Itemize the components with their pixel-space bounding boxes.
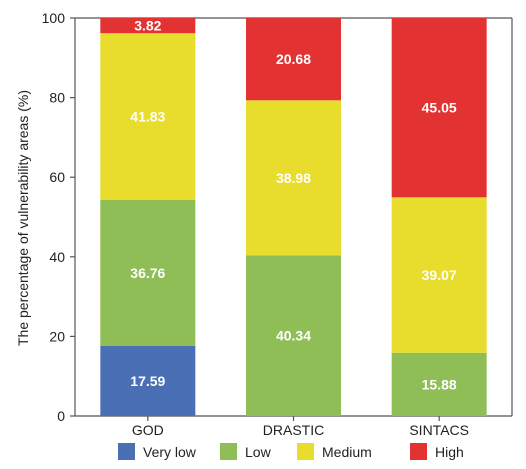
data-label: 15.88 bbox=[422, 376, 457, 392]
y-tick-label: 20 bbox=[49, 328, 65, 344]
y-tick-label: 40 bbox=[49, 249, 65, 265]
legend-swatch bbox=[118, 443, 135, 460]
legend-swatch bbox=[297, 443, 314, 460]
x-category-label: GOD bbox=[132, 422, 164, 438]
y-axis-title: The percentage of vulnerability areas (%… bbox=[15, 90, 31, 346]
bar-high bbox=[391, 18, 487, 198]
bar-very-low bbox=[100, 345, 196, 416]
bars-group: 17.59 36.76 41.83 3.82 40.34 38.98 20.68 15.88 3… bbox=[100, 18, 487, 416]
bar-high bbox=[246, 18, 341, 101]
legend-label: Low bbox=[245, 444, 272, 460]
x-category-label: SINTACS bbox=[409, 422, 469, 438]
y-tick-label: 0 bbox=[57, 408, 65, 424]
bar-low bbox=[391, 352, 487, 416]
legend-label: Medium bbox=[322, 444, 372, 460]
data-label: 20.68 bbox=[276, 51, 311, 67]
bar-high bbox=[100, 18, 196, 34]
data-label: 38.98 bbox=[276, 170, 311, 186]
legend-label: High bbox=[435, 444, 464, 460]
bar-low bbox=[246, 255, 341, 416]
data-label: 40.34 bbox=[276, 328, 311, 344]
legend: Very low Low Medium High bbox=[118, 443, 464, 460]
y-axis: 0 20 40 60 80 100 bbox=[42, 10, 75, 424]
legend-item-very-low: Very low bbox=[118, 443, 197, 460]
bar-medium bbox=[100, 33, 196, 200]
bar-medium bbox=[391, 197, 487, 353]
legend-item-medium: Medium bbox=[297, 443, 372, 460]
data-label: 3.82 bbox=[134, 18, 161, 34]
data-label: 39.07 bbox=[422, 267, 457, 283]
y-tick-label: 100 bbox=[42, 10, 66, 26]
x-category-label: DRASTIC bbox=[263, 422, 324, 438]
data-label: 41.83 bbox=[130, 108, 165, 124]
legend-item-low: Low bbox=[220, 443, 272, 460]
data-label: 36.76 bbox=[130, 265, 165, 281]
data-label: 45.05 bbox=[422, 100, 457, 116]
bar-medium bbox=[246, 100, 341, 256]
y-tick-label: 80 bbox=[49, 90, 65, 106]
bar-low bbox=[100, 199, 196, 346]
data-label: 17.59 bbox=[130, 373, 165, 389]
y-tick-label: 60 bbox=[49, 169, 65, 185]
legend-swatch bbox=[220, 443, 237, 460]
legend-item-high: High bbox=[410, 443, 464, 460]
x-axis: GOD DRASTIC SINTACS bbox=[132, 416, 469, 438]
legend-swatch bbox=[410, 443, 427, 460]
legend-label: Very low bbox=[143, 444, 197, 460]
